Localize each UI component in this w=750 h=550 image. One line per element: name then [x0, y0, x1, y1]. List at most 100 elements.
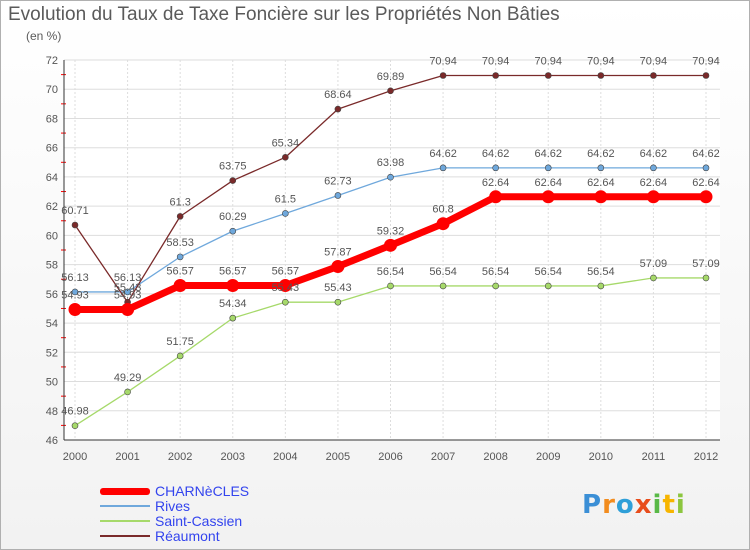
data-label: 58.53 [166, 237, 194, 249]
data-point [439, 72, 447, 79]
y-tick-label: 72 [46, 55, 58, 67]
data-label: 56.54 [587, 266, 615, 278]
data-label: 60.8 [432, 204, 453, 216]
data-label: 55.43 [324, 282, 352, 294]
y-tick-label: 48 [46, 406, 58, 418]
legend-swatch-charnecles [100, 488, 150, 495]
data-point [334, 105, 342, 113]
data-label: 60.29 [219, 211, 247, 223]
y-unit-label: (en %) [26, 29, 62, 43]
data-label: 61.3 [169, 196, 190, 208]
data-point [597, 282, 605, 290]
data-point [176, 253, 184, 261]
chart-title: Evolution du Taux de Taxe Foncière sur l… [8, 4, 560, 25]
data-label: 51.75 [166, 336, 194, 348]
legend-label-rives: Rives [155, 498, 191, 514]
proxiti-logo: Proxiti [582, 490, 686, 520]
data-label: 56.54 [482, 266, 510, 278]
data-point [544, 72, 552, 79]
data-label: 55.43 [272, 282, 300, 294]
data-point [387, 87, 394, 95]
data-point [650, 164, 657, 172]
data-label: 61.5 [275, 193, 296, 205]
data-point [229, 314, 237, 322]
data-point [334, 192, 342, 199]
data-label: 70.94 [482, 55, 510, 67]
data-point [594, 190, 608, 204]
x-tick-label: 2011 [642, 451, 666, 463]
data-label: 64.62 [534, 148, 562, 160]
logo-letter-p: P [582, 490, 603, 520]
y-tick-label: 70 [46, 84, 58, 96]
data-point [439, 282, 447, 290]
data-point [492, 72, 499, 79]
data-label: 64.62 [482, 148, 510, 160]
data-point [384, 238, 397, 252]
legend-label-reaumont: Réaumont [155, 528, 220, 544]
data-point [334, 298, 342, 306]
data-point [229, 227, 237, 235]
data-label: 54.93 [61, 289, 89, 301]
data-label: 56.57 [272, 266, 300, 278]
legend-swatch-reaumont [100, 535, 150, 537]
data-point [544, 282, 552, 290]
data-label: 65.34 [272, 137, 300, 149]
data-label: 70.94 [534, 55, 562, 67]
data-label: 69.89 [377, 71, 405, 83]
data-label: 56.54 [429, 266, 457, 278]
data-label: 62.73 [324, 175, 352, 187]
x-tick-label: 2004 [273, 451, 297, 463]
x-tick-label: 2005 [326, 451, 350, 463]
data-label: 68.64 [324, 89, 352, 101]
logo-letter-x: x [634, 490, 653, 520]
y-tick-label: 56 [46, 289, 58, 301]
data-label: 49.29 [114, 372, 142, 384]
data-point [597, 164, 605, 172]
data-point [702, 274, 710, 282]
data-point [489, 190, 503, 204]
data-label: 62.64 [692, 177, 720, 189]
data-point [124, 388, 131, 396]
data-point [436, 217, 450, 231]
data-label: 62.64 [640, 177, 668, 189]
data-label: 62.64 [482, 177, 510, 189]
data-label: 56.57 [219, 266, 247, 278]
data-point [492, 282, 499, 290]
data-point [71, 221, 79, 229]
data-label: 59.32 [377, 225, 405, 237]
y-tick-label: 58 [46, 260, 58, 272]
data-label: 56.54 [377, 266, 405, 278]
data-label: 70.94 [640, 55, 668, 67]
data-label: 56.13 [114, 272, 142, 284]
data-label: 64.62 [587, 148, 615, 160]
data-point [387, 282, 394, 290]
data-label: 57.09 [692, 258, 720, 270]
x-tick-label: 2006 [378, 451, 402, 463]
y-tick-label: 54 [46, 318, 58, 330]
data-label: 64.62 [429, 148, 457, 160]
y-tick-label: 46 [46, 435, 58, 447]
data-point [331, 260, 345, 274]
data-label: 56.54 [534, 266, 562, 278]
data-label: 56.13 [61, 272, 89, 284]
data-point [176, 213, 184, 220]
x-tick-label: 2009 [536, 451, 560, 463]
y-tick-label: 64 [46, 172, 58, 184]
data-label: 64.62 [692, 148, 720, 160]
x-tick-label: 2007 [431, 451, 455, 463]
data-label: 70.94 [587, 55, 615, 67]
data-label: 70.94 [429, 55, 457, 67]
y-tick-label: 52 [46, 347, 58, 359]
data-point [282, 210, 289, 217]
x-tick-label: 2001 [115, 451, 139, 463]
data-label: 57.09 [640, 258, 668, 270]
data-point [176, 352, 184, 360]
data-point [650, 72, 657, 79]
y-tick-label: 66 [46, 143, 58, 155]
logo-letter-o: o [615, 490, 635, 520]
data-point [702, 164, 710, 172]
data-label: 54.34 [219, 298, 247, 310]
data-label: 56.57 [166, 266, 194, 278]
logo-letter-t: t [662, 490, 676, 520]
logo-letter-i2: i [675, 490, 686, 520]
